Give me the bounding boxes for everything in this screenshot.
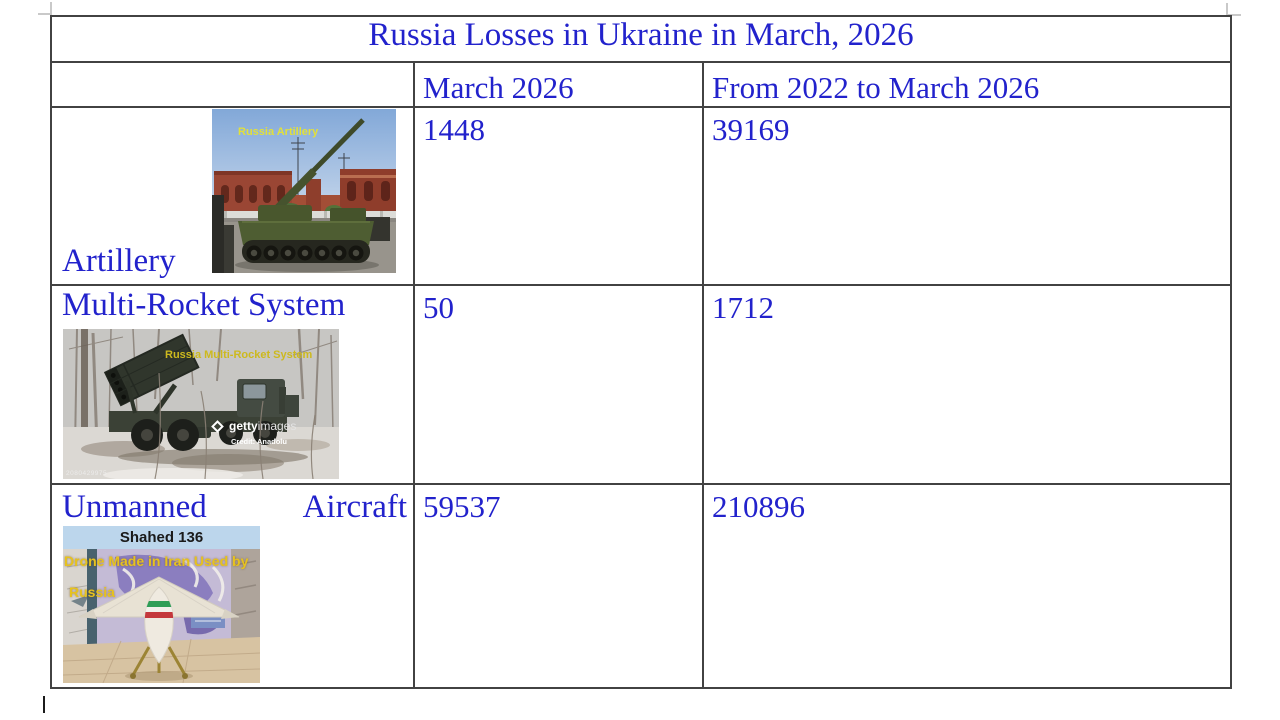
uav-march-cell[interactable]: 59537: [413, 483, 704, 689]
header-cumulative-cell[interactable]: From 2022 to March 2026: [701, 61, 1233, 108]
table-row: Multi-Rocket System: [50, 284, 1233, 485]
header-empty-cell[interactable]: [50, 61, 415, 108]
artillery-cumulative-cell[interactable]: 39169: [701, 106, 1233, 286]
rocket-launcher-truck: [103, 333, 308, 465]
header-march-label: March 2026: [423, 70, 574, 105]
uav-label: Unmanned Aircraft: [62, 489, 407, 525]
shahed-caption-bar: Shahed 136: [63, 526, 260, 549]
multi-rocket-cumulative-value: 1712: [712, 290, 774, 325]
artillery-label: Artillery: [62, 243, 176, 280]
artillery-march-value: 1448: [423, 112, 485, 147]
table-title: Russia Losses in Ukraine in March, 2026: [368, 17, 914, 53]
multi-rocket-march-value: 50: [423, 290, 454, 325]
crop-mark-top-left-h: [38, 13, 51, 15]
artillery-vehicle: [238, 118, 374, 263]
table-row: Russia Losses in Ukraine in March, 2026: [49, 15, 1233, 63]
table-title-cell[interactable]: Russia Losses in Ukraine in March, 2026: [49, 15, 1233, 63]
artillery-label-cell[interactable]: Artillery: [50, 106, 415, 286]
table-row: Unmanned Aircraft Shahed 136: [50, 483, 1233, 689]
artillery-photo-graphic: [212, 109, 396, 273]
crop-mark-top-right-v: [1226, 3, 1228, 16]
shahed-drone: [78, 576, 240, 681]
artillery-cumulative-value: 39169: [712, 112, 790, 147]
shahed-photo-graphic: [63, 549, 260, 683]
multi-rocket-march-cell[interactable]: 50: [413, 284, 704, 485]
crop-mark-top-right-h: [1228, 14, 1241, 16]
multi-rocket-photo-graphic: [63, 329, 339, 479]
shahed-photo[interactable]: Shahed 136: [63, 526, 260, 683]
header-march-cell[interactable]: March 2026: [413, 61, 704, 108]
crop-mark-top-left-v: [50, 2, 52, 15]
losses-table: Russia Losses in Ukraine in March, 2026 …: [49, 15, 1233, 689]
artillery-photo[interactable]: Russia Artillery: [212, 109, 396, 273]
uav-label-cell[interactable]: Unmanned Aircraft Shahed 136: [50, 483, 415, 689]
table-row: Artillery: [50, 106, 1233, 286]
uav-cumulative-value: 210896: [712, 489, 805, 524]
uav-march-value: 59537: [423, 489, 501, 524]
text-cursor: [43, 696, 45, 713]
multi-rocket-photo[interactable]: Russia Multi-Rocket System gettyimages C…: [63, 329, 339, 479]
artillery-march-cell[interactable]: 1448: [413, 106, 704, 286]
multi-rocket-label-cell[interactable]: Multi-Rocket System: [50, 284, 415, 485]
multi-rocket-label: Multi-Rocket System: [62, 287, 346, 323]
uav-cumulative-cell[interactable]: 210896: [701, 483, 1233, 689]
header-cumulative-label: From 2022 to March 2026: [712, 70, 1040, 105]
multi-rocket-cumulative-cell[interactable]: 1712: [701, 284, 1233, 485]
table-row: March 2026 From 2022 to March 2026: [50, 61, 1233, 108]
